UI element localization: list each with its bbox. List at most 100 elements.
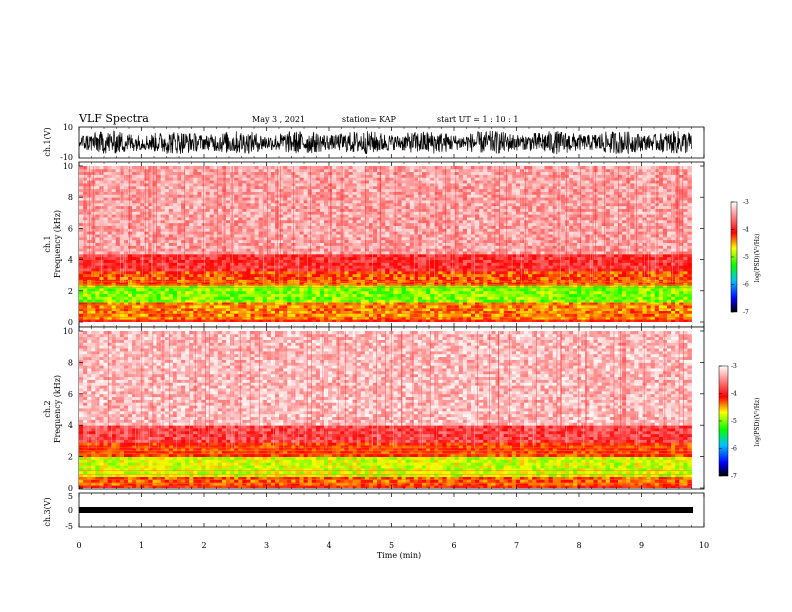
ch1-spectrogram-cell [189, 307, 194, 312]
ch1-spectrogram-cell [123, 256, 129, 260]
ch1-spectrogram-cell [238, 231, 243, 235]
ch1-spectrogram-cell [279, 265, 284, 269]
ch1-spectrogram-cell [495, 276, 500, 280]
ch1-spectrogram-cell [479, 316, 484, 320]
ch1-spectrogram-cell [115, 302, 121, 306]
ch1-spectrogram-cell [609, 313, 615, 317]
ch1-spectrogram-cell [344, 253, 349, 258]
ch1-spectrogram-cell [413, 245, 419, 249]
ch1-spectrogram-cell [430, 319, 435, 322]
ch1-spectrogram-cell [679, 279, 684, 283]
ch1-spectrogram-cell [552, 256, 558, 260]
ch1-spectrogram-cell [83, 287, 88, 292]
ch1-spectrogram-cell [409, 245, 415, 249]
ch1-spectrogram-cell [458, 268, 464, 272]
ch1-spectrogram-cell [679, 242, 684, 246]
ch1-spectrogram-cell [336, 273, 341, 278]
ch1-spectrogram-cell [111, 251, 117, 255]
ch1-spectrogram-cell [177, 268, 182, 272]
ch1-spectrogram-cell [430, 239, 435, 243]
ch1-spectrogram-cell [246, 285, 251, 289]
ch1-spectrogram-cell [205, 231, 211, 235]
ch1-spectrogram-cell [226, 265, 231, 269]
ch1-spectrogram-cell [511, 290, 517, 295]
ch1-spectrogram-cell [613, 302, 619, 306]
ch1-spectrogram-cell [115, 231, 121, 235]
ch1-spectrogram-cell [662, 259, 668, 263]
ch1-spectrogram-cell [311, 290, 317, 295]
ch1-spectrogram-cell [299, 245, 304, 249]
ch1-spectrogram-cell [254, 310, 260, 314]
ch1-spectrogram-cell [389, 285, 394, 289]
ch1-spectrogram-cell [234, 319, 239, 322]
ch1-spectrogram-cell [258, 302, 264, 306]
ch1-spectrogram-cell [107, 234, 113, 238]
ch1-spectrogram-cell [107, 293, 113, 297]
ch1-spectrogram-cell [528, 290, 533, 295]
ch1-spectrogram-cell [356, 268, 362, 272]
ch1-spectrogram-cell [250, 248, 255, 252]
ch1-spectrogram-cell [181, 293, 186, 297]
ch1-spectrogram-cell [181, 259, 186, 263]
ch1-spectrogram-cell [630, 285, 635, 289]
ch1-spectrogram-cell [360, 276, 366, 280]
ch1-spectrogram-cell [397, 296, 402, 300]
ch1-spectrogram-cell [613, 279, 619, 283]
ch1-spectrogram-cell [238, 259, 243, 263]
ch1-spectrogram-cell [601, 231, 607, 235]
ch1-spectrogram-cell [683, 313, 688, 317]
ch1-spectrogram-cell [352, 236, 358, 241]
ch1-spectrogram-cell [238, 293, 243, 297]
ch1-spectrogram-cell [422, 236, 427, 241]
ch1-spectrogram-cell [658, 231, 664, 235]
ch1-spectrogram-cell [307, 242, 313, 246]
ch1-spectrogram-cell [654, 296, 660, 300]
ch1-spectrogram-cell [332, 304, 337, 309]
ch1-spectrogram-cell [315, 265, 321, 269]
ch1-spectrogram-cell [609, 270, 615, 275]
ch1-spectrogram-cell [103, 296, 108, 300]
ch1-spectrogram-cell [589, 313, 594, 317]
ch1-spectrogram-cell [397, 302, 402, 306]
ch1-spectrogram-cell [340, 276, 345, 280]
ch1-spectrogram-cell [328, 304, 333, 309]
ch1-spectrogram-cell [156, 245, 162, 249]
ch1-spectrogram-cell [409, 285, 415, 289]
ch1-spectrogram-cell [111, 313, 117, 317]
ch1-spectrogram-cell [658, 236, 664, 241]
ch1-spectrogram-cell [458, 302, 464, 306]
ch1-spectrogram-cell [544, 245, 549, 249]
ch1-spectrogram-cell [303, 279, 309, 283]
ch1-spectrogram-cell [201, 316, 206, 320]
ch1-spectrogram-cell [483, 239, 488, 243]
ch1-spectrogram-cell [671, 313, 676, 317]
ch1-spectrogram-cell [511, 245, 517, 249]
ch1-spectrogram-cell [609, 282, 615, 286]
ch1-spectrogram-cell [344, 316, 349, 320]
ch1-spectrogram-cell [152, 273, 157, 278]
ch1-spectrogram-cell [389, 265, 394, 269]
ch1-spectrogram-cell [401, 228, 407, 232]
ch1-spectrogram-cell [397, 236, 402, 241]
ch1-spectrogram-cell [213, 287, 219, 292]
ch1-spectrogram-cell [683, 231, 688, 235]
ch1-spectrogram-cell [687, 236, 692, 241]
ch1-spectrogram-cell [148, 265, 153, 269]
ch1-spectrogram-cell [221, 307, 227, 312]
ch1-spectrogram-cell [246, 239, 251, 243]
ch1-spectrogram-cell [213, 242, 219, 246]
ch1-spectrogram-cell [352, 259, 358, 263]
ch1-spectrogram-cell [638, 239, 643, 243]
ch1-spectrogram-cell [499, 236, 505, 241]
ch1-spectrogram-cell [270, 234, 276, 238]
ch1-spectrogram-cell [128, 236, 133, 241]
ch1-spectrogram-cell [397, 251, 402, 255]
ch1-spectrogram-cell [405, 248, 411, 252]
ch1-spectrogram-cell [291, 304, 296, 309]
ch1-spectrogram-cell [679, 262, 684, 266]
ch1-spectrogram-cell [319, 310, 325, 314]
ch1-spectrogram-cell [483, 313, 488, 317]
ch1-spectrogram-cell [577, 316, 582, 320]
ch1-spectrogram-cell [630, 293, 635, 297]
ch1-spectrogram-cell [601, 313, 607, 317]
